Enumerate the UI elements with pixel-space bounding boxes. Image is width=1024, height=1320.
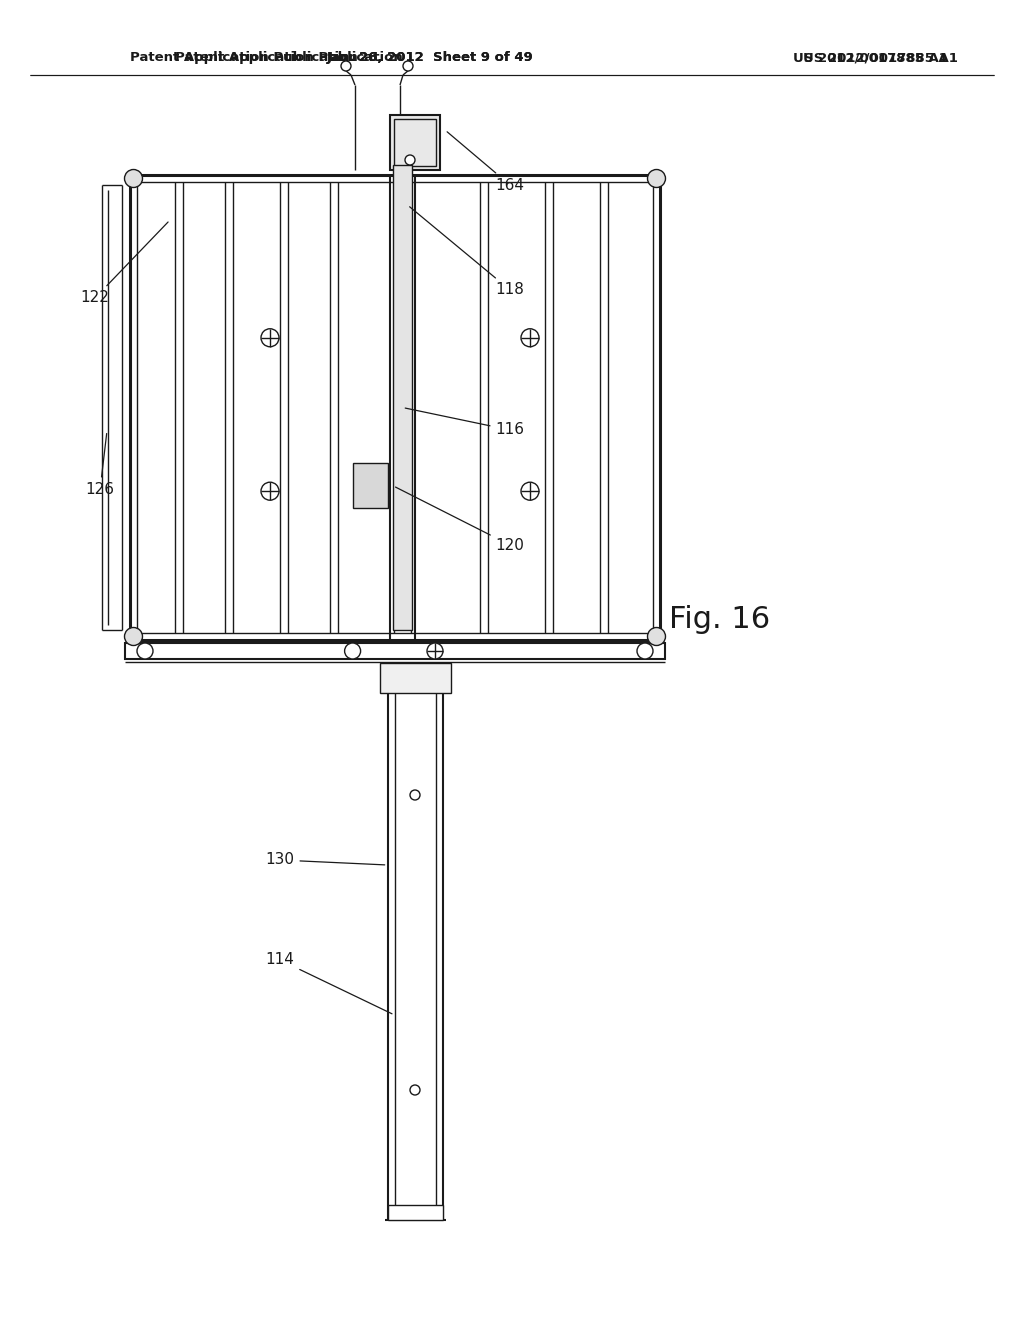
Text: 116: 116 (406, 408, 524, 437)
Circle shape (521, 482, 539, 500)
Circle shape (637, 643, 653, 659)
Text: Jan. 26, 2012  Sheet 9 of 49: Jan. 26, 2012 Sheet 9 of 49 (327, 51, 534, 65)
Circle shape (125, 627, 142, 645)
Text: US 2012/0017885 A1: US 2012/0017885 A1 (793, 51, 947, 65)
Bar (130, 176, 660, 640)
Text: Patent Application Publication: Patent Application Publication (130, 51, 357, 65)
Text: 118: 118 (410, 207, 524, 297)
Bar (353, 463, 388, 508)
Circle shape (647, 627, 666, 645)
Circle shape (341, 61, 351, 71)
Bar (393, 165, 412, 630)
Bar (125, 643, 665, 659)
Text: Patent Application Publication: Patent Application Publication (175, 51, 402, 65)
Circle shape (261, 329, 279, 347)
Text: Fig. 16: Fig. 16 (670, 606, 771, 635)
Bar (390, 115, 440, 170)
Text: 126: 126 (85, 433, 115, 498)
Bar (394, 119, 436, 166)
Circle shape (521, 329, 539, 347)
Circle shape (345, 643, 360, 659)
Text: US 2012/0017885 A1: US 2012/0017885 A1 (803, 51, 957, 65)
Bar (380, 663, 451, 693)
Circle shape (406, 154, 415, 165)
Circle shape (410, 1085, 420, 1096)
Text: Jan. 26, 2012  Sheet 9 of 49: Jan. 26, 2012 Sheet 9 of 49 (327, 51, 534, 65)
Circle shape (427, 643, 443, 659)
Text: 114: 114 (265, 953, 392, 1014)
Circle shape (410, 789, 420, 800)
Bar (387, 1205, 442, 1220)
Circle shape (137, 643, 153, 659)
Text: 130: 130 (265, 853, 385, 867)
Text: 164: 164 (447, 132, 524, 193)
Circle shape (261, 482, 279, 500)
Bar (137, 182, 653, 634)
Text: 120: 120 (395, 487, 524, 553)
Text: 122: 122 (81, 222, 168, 305)
Circle shape (647, 169, 666, 187)
Circle shape (403, 61, 413, 71)
Circle shape (125, 169, 142, 187)
